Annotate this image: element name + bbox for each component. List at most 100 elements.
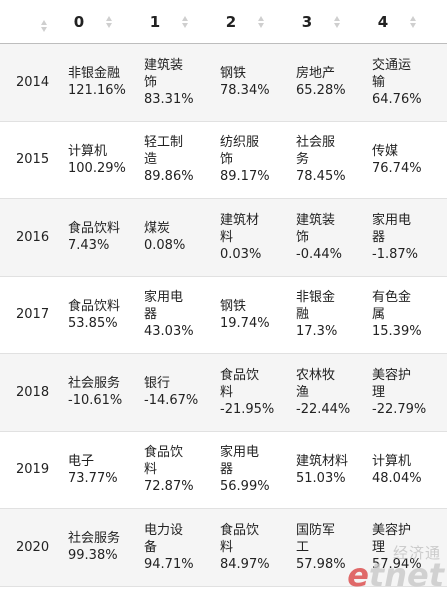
cell-text: 非银金 融 17.3% [296, 290, 338, 340]
sort-icon[interactable] [410, 15, 417, 28]
table-row: 2016 食品饮料 7.43% 煤炭 0.08% 建筑材 料 0.03% 建筑装 饰 -… [0, 198, 447, 277]
table-cell: 非 融 4 [435, 431, 447, 509]
cell-text: 食品饮 料 -21.95% [220, 367, 275, 417]
table-cell: 社会服 务 78.45% [283, 121, 359, 199]
cell-text: 食品饮料 7.43% [68, 221, 121, 254]
cell-text: 食品饮 料 84.97% [220, 522, 270, 572]
column-header-label: 1 [149, 12, 161, 31]
table-cell: 有色金 属 15.39% [359, 276, 435, 354]
table-cell: 交通运 输 64.76% [359, 43, 435, 122]
table-cell: 电力设 备 94.71% [131, 508, 207, 587]
table-cell: 钢铁 19.74% [207, 276, 283, 354]
sort-icon[interactable] [182, 15, 189, 28]
cell-text: 家用电 器 56.99% [220, 445, 270, 495]
cell-text: 国防军 工 57.98% [296, 522, 346, 572]
table-cell: 美容护 理 -22.79% [359, 353, 435, 432]
cell-text: 建筑材 料 0.03% [220, 212, 262, 262]
cell-text: 建筑装 饰 -0.44% [296, 212, 342, 262]
table-row: 2020 社会服务 99.38% 电力设 备 94.71% 食品饮 料 84.97% 国… [0, 508, 447, 587]
table-cell: 传媒 76.74% [359, 121, 435, 199]
cell-text: 电子 73.77% [68, 453, 118, 486]
column-header-2[interactable]: 2 [207, 0, 283, 44]
cell-text: 计算机 48.04% [372, 453, 422, 486]
cell-text: 交通运 输 64.76% [372, 57, 422, 107]
cell-text: 社会服务 -10.61% [68, 376, 123, 409]
column-header-label: 3 [301, 12, 313, 31]
column-header-label: 2 [225, 12, 237, 31]
row-index-year: 2015 [0, 121, 55, 199]
table-cell: 通 - [435, 353, 447, 432]
sort-icon[interactable] [334, 15, 341, 28]
table-cell: 社会服务 99.38% [55, 508, 131, 587]
cell-text: 家用电 器 43.03% [144, 290, 194, 340]
row-index-year: 2014 [0, 43, 55, 122]
table-cell: 农林牧 渔 -22.44% [283, 353, 359, 432]
table-row: 2014 非银金融 121.16% 建筑装 饰 83.31% 钢铁 78.34% 房地产… [0, 43, 447, 122]
cell-text: 食品饮 料 72.87% [144, 445, 194, 495]
cell-text: 社会服务 99.38% [68, 531, 121, 564]
table-row: 2017 食品饮料 53.85% 家用电 器 43.03% 钢铁 19.74% 非银金 … [0, 276, 447, 354]
cell-text: 农林牧 渔 -22.44% [296, 367, 351, 417]
cell-text: 计算机 100.29% [68, 143, 126, 176]
cell-text: 房地产 65.28% [296, 66, 346, 99]
row-index-year: 2017 [0, 276, 55, 354]
table-cell: 纺织服 饰 89.17% [207, 121, 283, 199]
table-cell: 国防军 工 57.98% [283, 508, 359, 587]
column-header-1[interactable]: 1 [131, 0, 207, 44]
row-index-year: 2016 [0, 198, 55, 277]
table-cell: 钢铁 78.34% [207, 43, 283, 122]
table-cell: 食品饮 料 84.97% [207, 508, 283, 587]
cell-text: 社会服 务 78.45% [296, 135, 346, 185]
row-index-year: 2018 [0, 353, 55, 432]
cell-text: 食品饮料 53.85% [68, 298, 121, 331]
table-row: 2015 计算机 100.29% 轻工制 造 89.86% 纺织服 饰 89.17% 社… [0, 121, 447, 199]
sort-icon[interactable] [106, 15, 113, 28]
table-cell: 房地产 65.28% [283, 43, 359, 122]
column-header-index[interactable] [0, 0, 55, 44]
cell-text: 建筑材料 51.03% [296, 453, 349, 486]
cell-text: 煤炭 0.08% [144, 221, 186, 254]
table-row: 2019 电子 73.77% 食品饮 料 72.87% 家用电 器 56.99% 建筑材… [0, 431, 447, 509]
table-cell: 家用电 器 -1.87% [359, 198, 435, 277]
table-cell: 社会服务 -10.61% [55, 353, 131, 432]
table-cell: 计算机 100.29% [55, 121, 131, 199]
table-row: 2018 社会服务 -10.61% 银行 -14.67% 食品饮 料 -21.95% 农… [0, 353, 447, 432]
cell-text: 电力设 备 94.71% [144, 522, 194, 572]
table-cell: 计算机 48.04% [359, 431, 435, 509]
sort-icon[interactable] [258, 15, 265, 28]
table-body: 2014 非银金融 121.16% 建筑装 饰 83.31% 钢铁 78.34% 房地产… [0, 43, 447, 587]
table-cell: 煤炭 0.08% [131, 198, 207, 277]
cell-text: 轻工制 造 89.86% [144, 135, 194, 185]
cell-text: 纺织服 饰 89.17% [220, 135, 270, 185]
table-cell: 通 7 [435, 121, 447, 199]
column-header-label: 4 [377, 12, 389, 31]
table-cell: 国 牧 [435, 508, 447, 587]
table-cell: 家用电 器 56.99% [207, 431, 283, 509]
table-cell: 建筑装 饰 -0.44% [283, 198, 359, 277]
table-cell: 电 1 [435, 276, 447, 354]
table-cell: 建筑材 料 0.03% [207, 198, 283, 277]
table-cell: 食品饮料 7.43% [55, 198, 131, 277]
table-cell: 石 化 - [435, 198, 447, 277]
sort-icon[interactable] [40, 19, 47, 32]
column-header-5[interactable] [435, 0, 447, 44]
cell-text: 银行 -14.67% [144, 376, 199, 409]
table-cell: 银 6 [435, 43, 447, 122]
column-header-4[interactable]: 4 [359, 0, 435, 44]
cell-text: 建筑装 饰 83.31% [144, 57, 194, 107]
table-cell: 轻工制 造 89.86% [131, 121, 207, 199]
cell-text: 家用电 器 -1.87% [372, 212, 418, 262]
table-cell: 家用电 器 43.03% [131, 276, 207, 354]
column-header-label: 0 [73, 12, 85, 31]
table-cell: 食品饮 料 -21.95% [207, 353, 283, 432]
table-cell: 美容护 理 57.94% [359, 508, 435, 587]
cell-text: 美容护 理 -22.79% [372, 367, 427, 417]
header-row: 0 1 2 [0, 0, 447, 44]
column-header-3[interactable]: 3 [283, 0, 359, 44]
table-cell: 电子 73.77% [55, 431, 131, 509]
column-header-0[interactable]: 0 [55, 0, 131, 44]
cell-text: 有色金 属 15.39% [372, 290, 422, 340]
table-cell: 银行 -14.67% [131, 353, 207, 432]
